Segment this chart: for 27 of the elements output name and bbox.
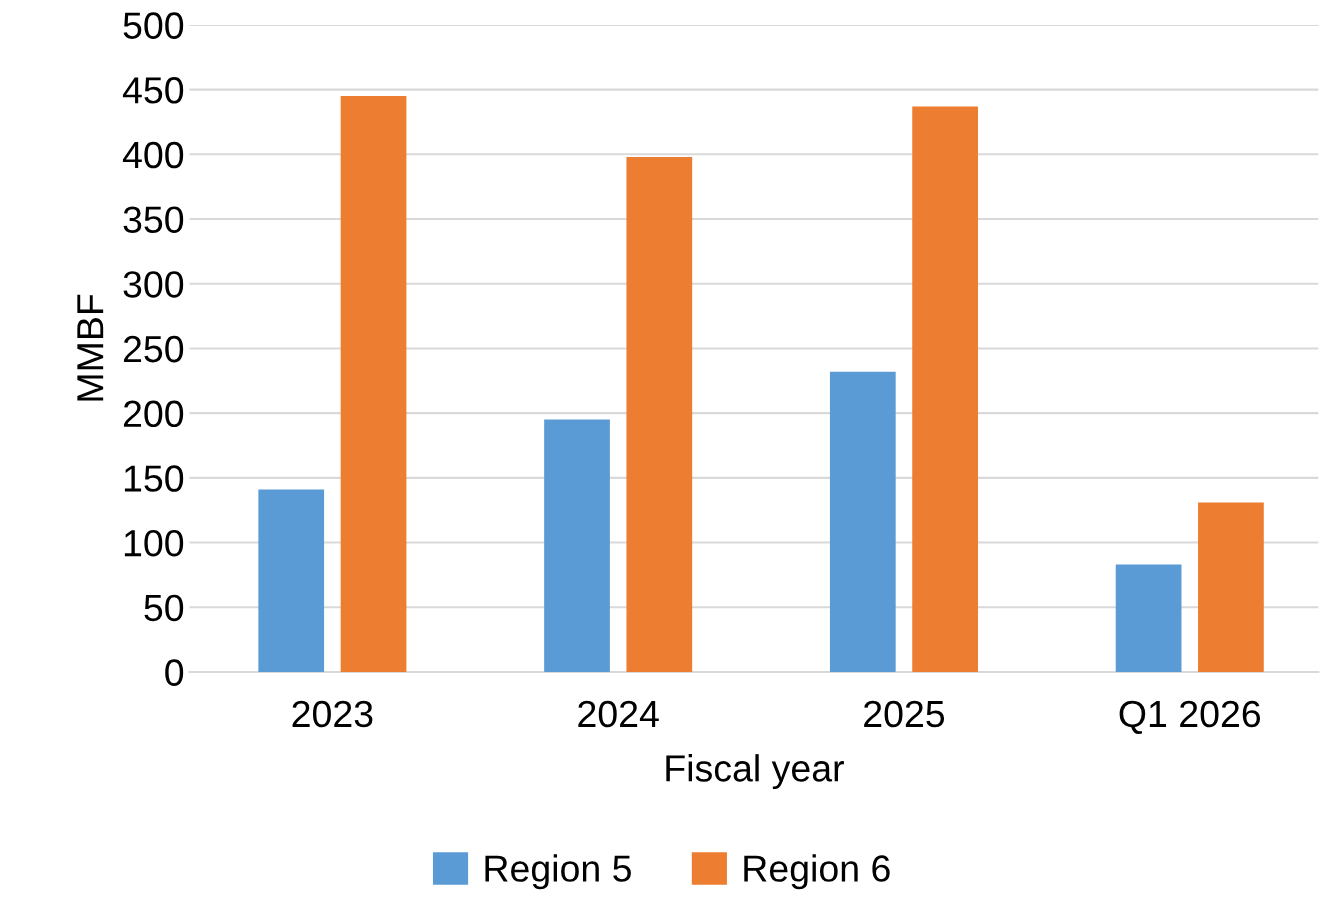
bar [1198, 502, 1264, 672]
bar [626, 156, 693, 672]
y-tick-label: 300 [123, 271, 184, 298]
y-tick-label: 350 [123, 206, 184, 233]
y-tick-label: 400 [122, 141, 184, 169]
bar [1115, 564, 1182, 672]
bar [258, 489, 325, 672]
y-axis-title: MMBF [77, 294, 104, 401]
y-tick-label: 0 [165, 659, 184, 686]
y-tick-label: 200 [123, 400, 184, 428]
bar [340, 96, 407, 672]
x-tick-label: 2024 [578, 700, 659, 728]
x-tick-label: 2023 [292, 700, 373, 728]
y-tick-label: 100 [124, 529, 184, 557]
y-tick-label: 450 [122, 77, 184, 104]
x-tick-label: 2025 [864, 700, 945, 728]
y-tick-label: 150 [124, 465, 184, 492]
x-axis-title: Fiscal year [666, 754, 844, 790]
x-tick-label: Q1 2026 [1119, 700, 1261, 734]
y-tick-label: 500 [123, 12, 184, 39]
bar [829, 371, 896, 672]
y-tick-label: 250 [123, 335, 184, 363]
y-tick-label: 50 [144, 594, 184, 622]
bar [912, 106, 978, 672]
legend-label: Region 5 [485, 854, 631, 890]
legend-label: Region 6 [744, 854, 890, 890]
bar [544, 419, 610, 672]
